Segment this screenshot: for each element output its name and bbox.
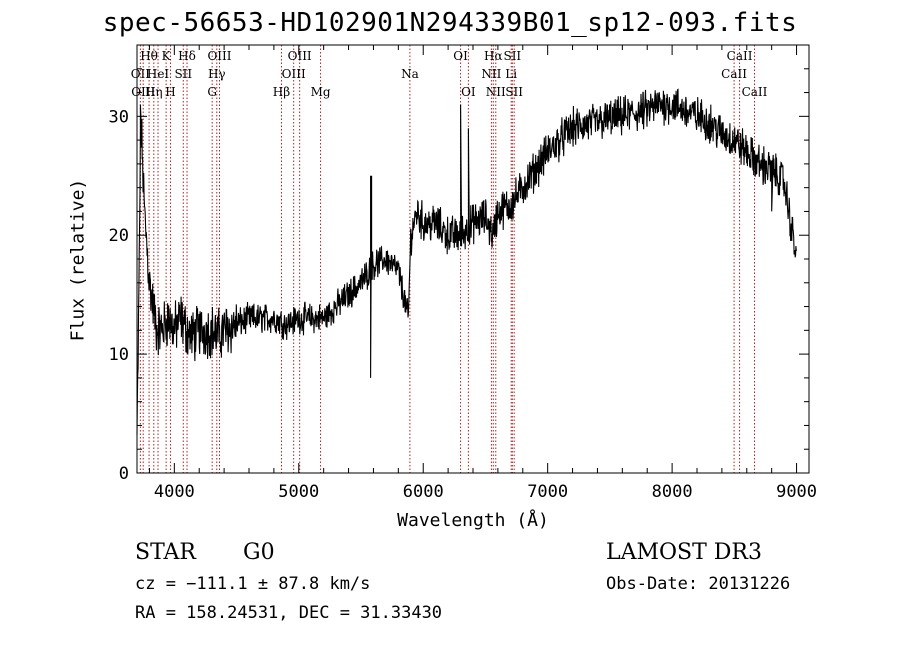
line-marker-label: CaII [727, 49, 753, 63]
x-tick-label: 7000 [527, 482, 568, 502]
observation-date: Obs-Date: 20131226 [606, 574, 791, 594]
line-marker-labels: OIIOIIIHθHηHeIKHSIIHδGHγOIIIHβOIIIOIIIMg… [131, 49, 768, 99]
line-marker-label: NII [486, 85, 506, 99]
x-tick-label: 5000 [278, 482, 319, 502]
line-marker-label: Hγ [208, 67, 226, 81]
x-axis-label: Wavelength (Å) [397, 510, 549, 531]
series-group [136, 88, 797, 435]
y-tick-label: 10 [109, 345, 129, 365]
line-marker-label: H [165, 85, 175, 99]
spectrum-line [136, 88, 797, 435]
line-marker-label: Hβ [273, 85, 290, 99]
y-tick-label: 20 [109, 226, 129, 246]
line-marker-label: NII [481, 67, 501, 81]
line-marker-label: SII [503, 49, 521, 63]
object-class: STAR [135, 540, 196, 565]
x-tick-label: 6000 [403, 482, 444, 502]
line-marker-label: OI [461, 85, 476, 99]
line-marker-label: CaII [742, 85, 768, 99]
line-marker-label: OIII [288, 49, 312, 63]
line-marker-label: OI [453, 49, 468, 63]
line-marker-label: G [207, 85, 217, 99]
line-marker-label: CaII [721, 67, 747, 81]
line-marker-label: K [162, 49, 172, 63]
line-marker-label: SII [505, 85, 523, 99]
chart-title: spec-56653-HD102901N294339B01_sp12-093.f… [102, 8, 798, 38]
line-marker-label: Hδ [178, 49, 196, 63]
y-tick-label: 30 [109, 107, 129, 127]
x-tick-label: 8000 [652, 482, 693, 502]
line-marker-label: Hη [145, 85, 163, 99]
survey-name: LAMOST DR3 [606, 540, 762, 565]
line-marker-label: OIII [282, 67, 306, 81]
x-tick-label: 4000 [154, 482, 195, 502]
line-marker-label: Hα [484, 49, 503, 63]
plot-frame [136, 44, 810, 474]
line-marker-label: Li [505, 67, 517, 81]
line-marker-label: Mg [311, 85, 331, 99]
line-marker-label: OII [131, 67, 151, 81]
line-marker-label: SII [174, 67, 192, 81]
y-tick-label: 0 [119, 464, 129, 484]
y-axis-label: Flux (relative) [67, 178, 89, 342]
axes-group: 4000 5000 6000 7000 8000 9000 0 10 20 30 [109, 44, 817, 502]
x-tick-label: 9000 [776, 482, 817, 502]
line-markers [139, 45, 755, 473]
line-marker-label: HeI [147, 67, 170, 81]
line-marker-label: Hθ [140, 49, 158, 63]
object-subclass: G0 [243, 540, 275, 565]
line-marker-label: Na [401, 67, 419, 81]
line-marker-label: OIII [207, 49, 231, 63]
ra-dec-coordinates: RA = 158.24531, DEC = 31.33430 [135, 603, 443, 623]
redshift-velocity: cz = −111.1 ± 87.8 km/s [135, 574, 371, 594]
